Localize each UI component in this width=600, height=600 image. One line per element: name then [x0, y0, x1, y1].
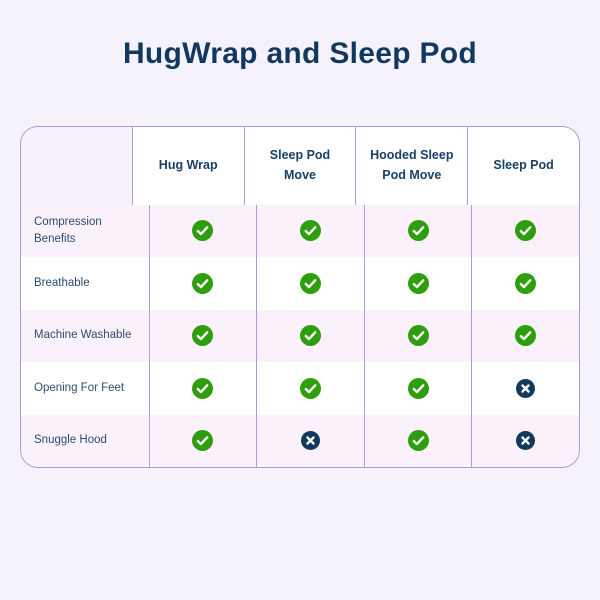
feature-label: Breathable	[21, 257, 149, 310]
feature-label: Opening For Feet	[21, 362, 149, 415]
check-icon	[471, 257, 579, 310]
check-icon	[471, 309, 579, 362]
check-icon	[363, 414, 472, 467]
table-row: Compression Benefits	[21, 204, 579, 257]
comparison-table: Hug Wrap Sleep Pod Move Hooded Sleep Pod…	[20, 125, 580, 468]
table-row: Snuggle Hood	[21, 414, 579, 467]
table-row: Machine Washable	[21, 309, 579, 362]
check-icon	[148, 257, 257, 310]
check-icon	[148, 362, 257, 415]
check-icon	[256, 204, 364, 257]
check-icon	[148, 414, 257, 467]
feature-label: Machine Washable	[21, 309, 149, 362]
page-title: HugWrap and Sleep Pod	[122, 37, 478, 70]
feature-label: Compression Benefits	[21, 204, 149, 257]
cross-icon	[471, 414, 579, 467]
check-icon	[148, 309, 257, 362]
check-icon	[363, 362, 472, 415]
cross-icon	[471, 362, 579, 415]
cross-icon	[256, 414, 364, 467]
feature-label: Snuggle Hood	[21, 414, 149, 467]
check-icon	[256, 257, 364, 310]
column-header-hooded-sleep-pod-move: Hooded Sleep Pod Move	[355, 126, 468, 205]
check-icon	[471, 204, 579, 257]
check-icon	[256, 309, 364, 362]
check-icon	[148, 204, 257, 257]
table-body: Compression Benefits Breathable Machine Wa…	[21, 204, 579, 467]
check-icon	[256, 362, 364, 415]
table-header-row: Hug Wrap Sleep Pod Move Hooded Sleep Pod…	[21, 126, 579, 205]
column-header-sleep-pod-move: Sleep Pod Move	[243, 126, 356, 205]
check-icon	[363, 257, 472, 310]
check-icon	[363, 309, 472, 362]
table-row: Opening For Feet	[21, 362, 579, 415]
column-header-hug-wrap: Hug Wrap	[131, 126, 244, 205]
table-row: Breathable	[21, 257, 579, 310]
column-header-sleep-pod: Sleep Pod	[467, 126, 579, 205]
feature-column-header	[21, 126, 132, 205]
check-icon	[363, 204, 472, 257]
